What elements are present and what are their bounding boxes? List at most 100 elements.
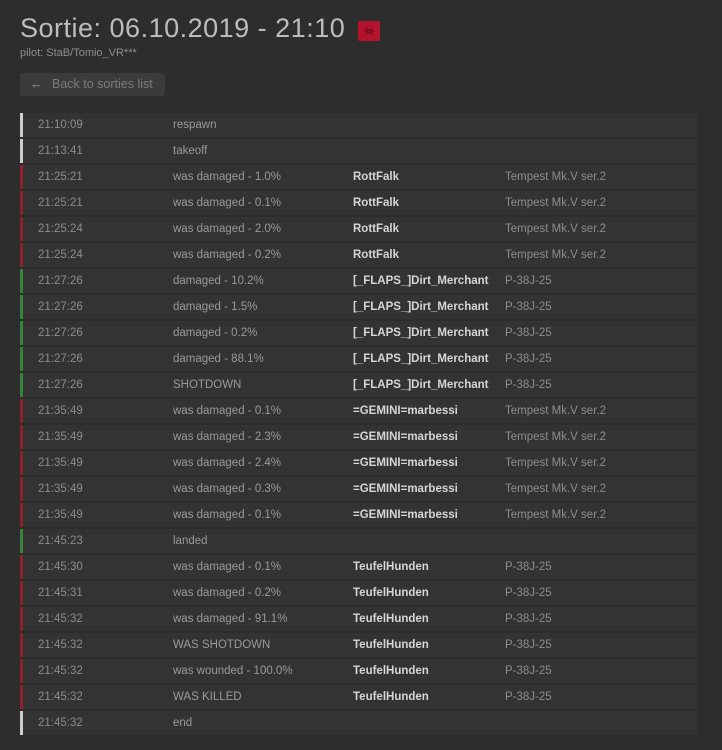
log-row: 21:27:26 damaged - 88.1% [_FLAPS_]Dirt_M… bbox=[20, 346, 697, 371]
enemy-player-link[interactable]: RottFalk bbox=[353, 222, 399, 235]
enemy-player-link[interactable]: TeufelHunden bbox=[353, 638, 429, 651]
log-row: 21:27:26 SHOTDOWN [_FLAPS_]Dirt_Merchant… bbox=[20, 372, 697, 397]
enemy-player-link[interactable]: =GEMINI=marbessi bbox=[353, 456, 458, 469]
enemy-aircraft: Tempest Mk.V ser.2 bbox=[505, 170, 606, 183]
pilot-label: pilot: StaB/Tomio_VR*** bbox=[20, 46, 137, 59]
event-description: was damaged - 0.3% bbox=[173, 482, 282, 495]
row-status-bar bbox=[20, 684, 23, 709]
enemy-aircraft: P-38J-25 bbox=[505, 586, 552, 599]
event-time: 21:10:09 bbox=[38, 118, 83, 131]
event-description: was wounded - 100.0% bbox=[173, 664, 293, 677]
log-row: 21:35:49 was damaged - 0.1% =GEMINI=marb… bbox=[20, 398, 697, 423]
event-time: 21:45:32 bbox=[38, 716, 83, 729]
row-status-bar bbox=[20, 372, 23, 397]
log-row: 21:25:21 was damaged - 1.0% RottFalk Tem… bbox=[20, 164, 697, 189]
event-time: 21:27:26 bbox=[38, 352, 83, 365]
log-row: 21:45:32 was wounded - 100.0% TeufelHund… bbox=[20, 658, 697, 683]
enemy-player-link[interactable]: RottFalk bbox=[353, 196, 399, 209]
row-status-bar bbox=[20, 502, 23, 527]
event-time: 21:45:30 bbox=[38, 560, 83, 573]
log-row: 21:25:24 was damaged - 0.2% RottFalk Tem… bbox=[20, 242, 697, 267]
enemy-player-link[interactable]: =GEMINI=marbessi bbox=[353, 482, 458, 495]
log-row: 21:45:32 was damaged - 91.1% TeufelHunde… bbox=[20, 606, 697, 631]
row-status-bar bbox=[20, 164, 23, 189]
enemy-aircraft: P-38J-25 bbox=[505, 638, 552, 651]
enemy-player-link[interactable]: =GEMINI=marbessi bbox=[353, 508, 458, 521]
log-row: 21:35:49 was damaged - 0.1% =GEMINI=marb… bbox=[20, 502, 697, 527]
event-time: 21:25:24 bbox=[38, 222, 83, 235]
row-status-bar bbox=[20, 632, 23, 657]
back-button-label: Back to sorties list bbox=[52, 76, 153, 91]
log-row: 21:45:31 was damaged - 0.2% TeufelHunden… bbox=[20, 580, 697, 605]
row-status-bar bbox=[20, 398, 23, 423]
row-status-bar bbox=[20, 138, 23, 163]
row-status-bar bbox=[20, 476, 23, 501]
enemy-aircraft: P-38J-25 bbox=[505, 352, 552, 365]
enemy-aircraft: P-38J-25 bbox=[505, 300, 552, 313]
event-description: landed bbox=[173, 534, 208, 547]
row-status-bar bbox=[20, 268, 23, 293]
enemy-player-link[interactable]: =GEMINI=marbessi bbox=[353, 404, 458, 417]
enemy-aircraft: Tempest Mk.V ser.2 bbox=[505, 196, 606, 209]
log-row: 21:10:09 respawn bbox=[20, 112, 697, 137]
back-to-sorties-button[interactable]: ← Back to sorties list bbox=[20, 72, 165, 96]
event-time: 21:45:31 bbox=[38, 586, 83, 599]
enemy-player-link[interactable]: [_FLAPS_]Dirt_Merchant bbox=[353, 378, 489, 391]
page-title: Sortie: 06.10.2019 - 21:10 bbox=[20, 13, 346, 43]
event-time: 21:35:49 bbox=[38, 508, 83, 521]
enemy-aircraft: P-38J-25 bbox=[505, 560, 552, 573]
enemy-player-link[interactable]: [_FLAPS_]Dirt_Merchant bbox=[353, 300, 489, 313]
event-time: 21:25:24 bbox=[38, 248, 83, 261]
enemy-player-link[interactable]: [_FLAPS_]Dirt_Merchant bbox=[353, 274, 489, 287]
log-row: 21:45:32 end bbox=[20, 710, 697, 735]
row-status-bar bbox=[20, 450, 23, 475]
enemy-player-link[interactable]: [_FLAPS_]Dirt_Merchant bbox=[353, 352, 489, 365]
enemy-aircraft: Tempest Mk.V ser.2 bbox=[505, 430, 606, 443]
event-description: was damaged - 1.0% bbox=[173, 170, 282, 183]
row-status-bar bbox=[20, 190, 23, 215]
event-description: was damaged - 0.2% bbox=[173, 248, 282, 261]
row-status-bar bbox=[20, 112, 23, 137]
event-time: 21:45:32 bbox=[38, 690, 83, 703]
event-time: 21:13:41 bbox=[38, 144, 83, 157]
enemy-player-link[interactable]: RottFalk bbox=[353, 170, 399, 183]
event-description: damaged - 1.5% bbox=[173, 300, 258, 313]
event-time: 21:25:21 bbox=[38, 196, 83, 209]
skull-crossbones-icon: ☠ bbox=[363, 23, 376, 39]
enemy-player-link[interactable]: TeufelHunden bbox=[353, 612, 429, 625]
enemy-aircraft: P-38J-25 bbox=[505, 378, 552, 391]
event-time: 21:25:21 bbox=[38, 170, 83, 183]
log-row: 21:45:32 WAS KILLED TeufelHunden P-38J-2… bbox=[20, 684, 697, 709]
log-row: 21:35:49 was damaged - 0.3% =GEMINI=marb… bbox=[20, 476, 697, 501]
event-description: WAS KILLED bbox=[173, 690, 242, 703]
enemy-player-link[interactable]: TeufelHunden bbox=[353, 560, 429, 573]
enemy-player-link[interactable]: TeufelHunden bbox=[353, 586, 429, 599]
enemy-player-link[interactable]: TeufelHunden bbox=[353, 690, 429, 703]
sortie-log: 21:10:09 respawn 21:13:41 takeoff 21:25:… bbox=[20, 112, 697, 735]
event-time: 21:35:49 bbox=[38, 482, 83, 495]
event-description: was damaged - 2.0% bbox=[173, 222, 282, 235]
sortie-header: Sortie: 06.10.2019 - 21:10 ☠ pilot: StaB… bbox=[0, 0, 722, 96]
event-time: 21:35:49 bbox=[38, 430, 83, 443]
row-status-bar bbox=[20, 710, 23, 735]
log-row: 21:45:23 landed bbox=[20, 528, 697, 553]
event-time: 21:35:49 bbox=[38, 456, 83, 469]
enemy-player-link[interactable]: =GEMINI=marbessi bbox=[353, 430, 458, 443]
log-row: 21:35:49 was damaged - 2.3% =GEMINI=marb… bbox=[20, 424, 697, 449]
log-row: 21:25:21 was damaged - 0.1% RottFalk Tem… bbox=[20, 190, 697, 215]
row-status-bar bbox=[20, 242, 23, 267]
event-description: respawn bbox=[173, 118, 217, 131]
event-description: end bbox=[173, 716, 193, 729]
row-status-bar bbox=[20, 216, 23, 241]
enemy-player-link[interactable]: RottFalk bbox=[353, 248, 399, 261]
enemy-aircraft: Tempest Mk.V ser.2 bbox=[505, 222, 606, 235]
enemy-aircraft: Tempest Mk.V ser.2 bbox=[505, 456, 606, 469]
log-row: 21:27:26 damaged - 0.2% [_FLAPS_]Dirt_Me… bbox=[20, 320, 697, 345]
event-description: was damaged - 0.1% bbox=[173, 404, 282, 417]
enemy-aircraft: Tempest Mk.V ser.2 bbox=[505, 508, 606, 521]
enemy-player-link[interactable]: TeufelHunden bbox=[353, 664, 429, 677]
enemy-aircraft: P-38J-25 bbox=[505, 612, 552, 625]
event-description: was damaged - 0.1% bbox=[173, 508, 282, 521]
enemy-player-link[interactable]: [_FLAPS_]Dirt_Merchant bbox=[353, 326, 489, 339]
enemy-aircraft: Tempest Mk.V ser.2 bbox=[505, 248, 606, 261]
